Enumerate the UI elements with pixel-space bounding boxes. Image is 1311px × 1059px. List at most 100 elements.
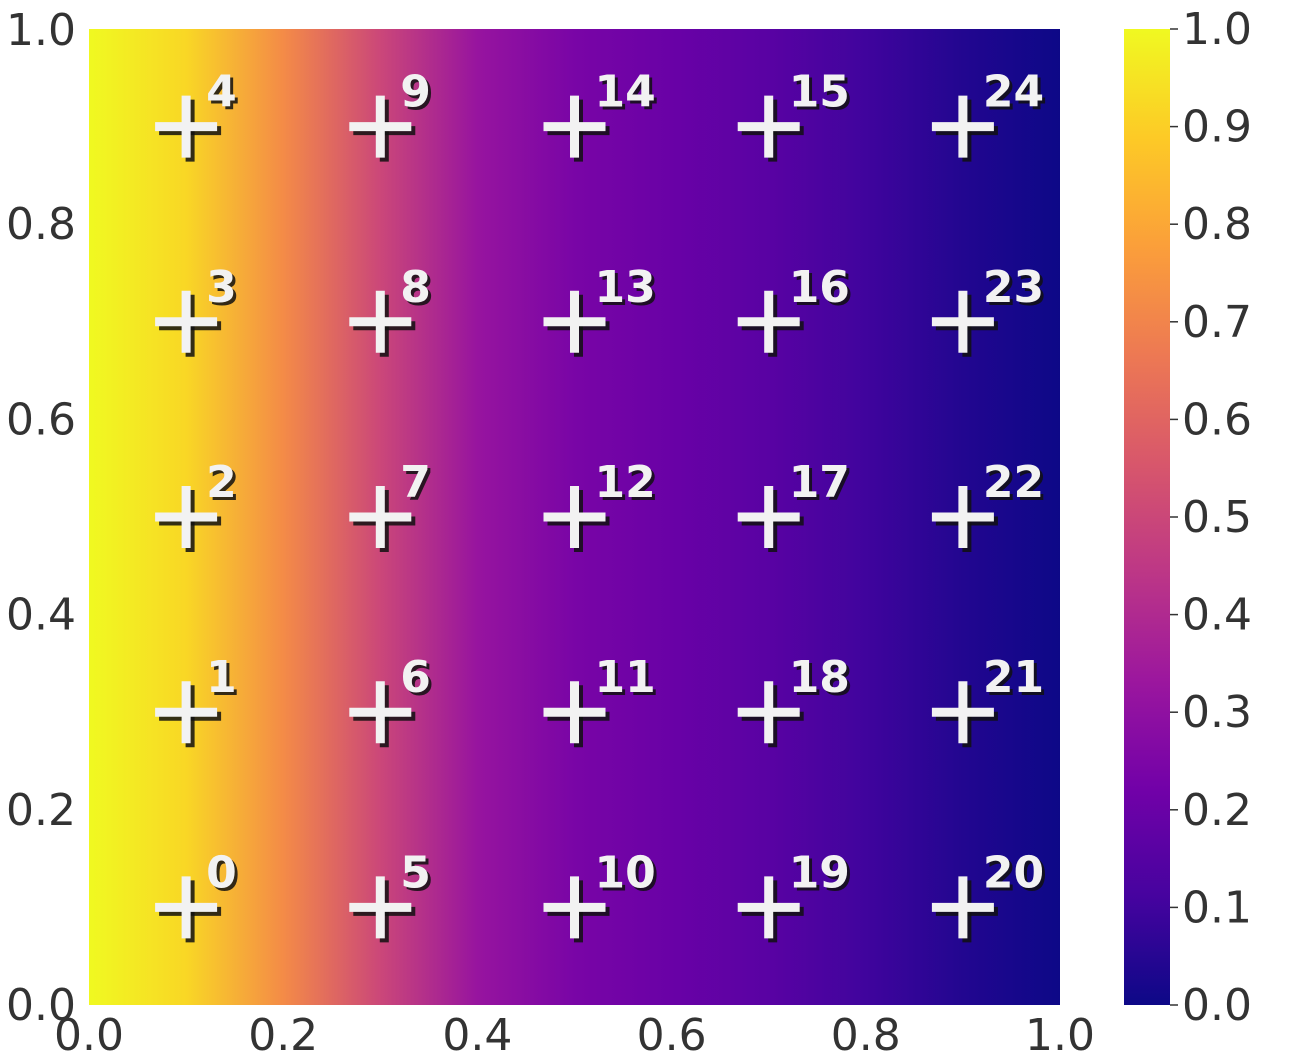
point-label: 19: [789, 847, 850, 898]
colorbar-tick-label: 0.4: [1182, 590, 1252, 641]
point-label-shadow: 5: [403, 850, 434, 901]
point-label: 12: [595, 457, 656, 508]
point-label: 4: [206, 67, 237, 118]
point-label-shadow: 19: [792, 850, 853, 901]
y-tick-label: 0.4: [6, 590, 76, 641]
point-label: 8: [400, 262, 431, 313]
point-label: 17: [789, 457, 850, 508]
y-tick-label: 0.6: [6, 394, 76, 445]
point-label-shadow: 12: [598, 460, 659, 511]
point-label-shadow: 0: [209, 850, 240, 901]
point-label-shadow: 11: [598, 655, 659, 706]
colorbar-tick-label: 0.3: [1182, 687, 1252, 738]
point-label-shadow: 16: [792, 265, 853, 316]
x-tick-label: 0.0: [54, 1010, 124, 1059]
point-label-shadow: 7: [403, 460, 434, 511]
x-tick-label: 0.4: [442, 1010, 512, 1059]
point-label-shadow: 3: [209, 265, 240, 316]
x-tick-label: 0.6: [637, 1010, 707, 1059]
y-tick-label: 0.0: [6, 980, 76, 1031]
point-label: 23: [983, 262, 1044, 313]
point-label-shadow: 1: [209, 655, 240, 706]
point-label: 3: [206, 262, 237, 313]
point-label-shadow: 22: [986, 460, 1047, 511]
x-tick-label: 0.8: [831, 1010, 901, 1059]
point-label: 21: [983, 652, 1044, 703]
point-label-shadow: 10: [598, 850, 659, 901]
point-label-shadow: 13: [598, 265, 659, 316]
point-label-shadow: 9: [403, 70, 434, 121]
colorbar-tick-label: 0.5: [1182, 492, 1252, 543]
colorbar-tick-label: 0.8: [1182, 199, 1252, 250]
point-label: 6: [400, 652, 431, 703]
colorbar-tick-label: 0.6: [1182, 394, 1252, 445]
marker-5: 55: [349, 847, 434, 943]
point-label: 20: [983, 847, 1044, 898]
point-label: 1: [206, 652, 237, 703]
point-label: 13: [595, 262, 656, 313]
point-label: 5: [400, 847, 431, 898]
marker-4: 44: [155, 67, 240, 162]
marker-3: 33: [155, 262, 240, 357]
colorbar-tick-label: 0.9: [1182, 102, 1252, 153]
marker-9: 99: [349, 67, 434, 162]
point-label: 22: [983, 457, 1044, 508]
colorbar-tick-label: 0.2: [1182, 785, 1252, 836]
colorbar-tick-label: 1.0: [1182, 4, 1252, 55]
y-axis: 0.0 0.2 0.4 0.6 0.8 1.0: [6, 5, 76, 1031]
point-label-shadow: 6: [403, 655, 434, 706]
point-label-shadow: 2: [209, 460, 240, 511]
x-tick-label: 0.2: [248, 1010, 318, 1059]
colorbar-tick-label: 0.0: [1182, 980, 1252, 1031]
point-label-shadow: 24: [986, 70, 1047, 121]
colorbar-tick-label: 0.7: [1182, 297, 1252, 348]
y-tick-label: 0.2: [6, 785, 76, 836]
y-tick-label: 1.0: [6, 5, 76, 56]
markers-layer: 0011223344556677889910101111121213131414…: [155, 67, 1047, 943]
point-label: 2: [206, 457, 237, 508]
marker-2: 22: [155, 457, 240, 552]
point-label: 10: [595, 847, 656, 898]
colorbar-tick-label: 0.1: [1182, 882, 1252, 933]
x-tick-label: 1.0: [1025, 1010, 1095, 1059]
point-label-shadow: 4: [209, 70, 240, 121]
point-label: 9: [400, 67, 431, 118]
point-label-shadow: 18: [792, 655, 853, 706]
point-label-shadow: 21: [986, 655, 1047, 706]
point-label: 7: [400, 457, 431, 508]
point-label-shadow: 17: [792, 460, 853, 511]
point-label: 16: [789, 262, 850, 313]
point-label: 15: [789, 67, 850, 118]
marker-8: 88: [349, 262, 434, 357]
y-tick-label: 0.8: [6, 199, 76, 250]
point-label-shadow: 8: [403, 265, 434, 316]
point-label: 18: [789, 652, 850, 703]
point-label-shadow: 23: [986, 265, 1047, 316]
colorbar-gradient: [1124, 29, 1170, 1005]
point-label-shadow: 20: [986, 850, 1047, 901]
marker-1: 11: [155, 652, 240, 748]
point-label: 0: [206, 847, 237, 898]
point-label: 11: [595, 652, 656, 703]
colorbar-ticks: 0.0 0.1 0.2 0.3 0.4 0.5 0.6 0.7 0.8 0.9 1.0: [1170, 4, 1252, 1031]
x-axis: 0.0 0.2 0.4 0.6 0.8 1.0: [54, 1010, 1095, 1059]
point-label-shadow: 15: [792, 70, 853, 121]
colorbar: 0.0 0.1 0.2 0.3 0.4 0.5 0.6 0.7 0.8 0.9 1.0: [1124, 4, 1252, 1031]
marker-0: 00: [155, 847, 240, 943]
